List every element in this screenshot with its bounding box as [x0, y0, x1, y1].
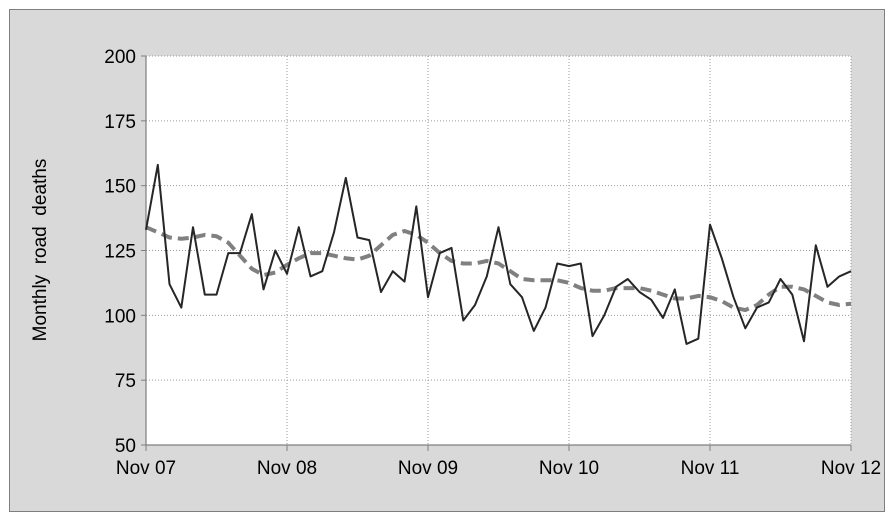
y-tick-label: 50	[115, 436, 136, 457]
y-tick-labels: 50 75 100 125 150 175 200	[104, 47, 136, 457]
axes	[141, 55, 852, 451]
x-tick-label: Nov 07	[116, 458, 176, 479]
y-tick-label: 100	[104, 306, 136, 327]
x-tick-label: Nov 12	[821, 458, 881, 479]
x-tick-label: Nov 10	[539, 458, 599, 479]
x-tick-labels: Nov 07 Nov 08 Nov 09 Nov 10 Nov 11 Nov 12	[116, 458, 881, 479]
y-tick-label: 150	[104, 177, 136, 198]
x-tick-label: Nov 09	[398, 458, 458, 479]
y-tick-label: 175	[104, 112, 136, 133]
y-tick-label: 200	[104, 47, 136, 68]
series-lines	[145, 163, 852, 345]
monthly-deaths-line	[145, 163, 852, 345]
y-axis-title: Monthly road deaths	[30, 159, 51, 342]
y-tick-label: 75	[115, 371, 136, 392]
y-tick-label: 125	[104, 242, 136, 263]
x-tick-label: Nov 08	[257, 458, 317, 479]
gridlines	[146, 55, 852, 445]
x-tick-label: Nov 11	[681, 458, 740, 479]
trend-line-dashed	[145, 225, 852, 313]
